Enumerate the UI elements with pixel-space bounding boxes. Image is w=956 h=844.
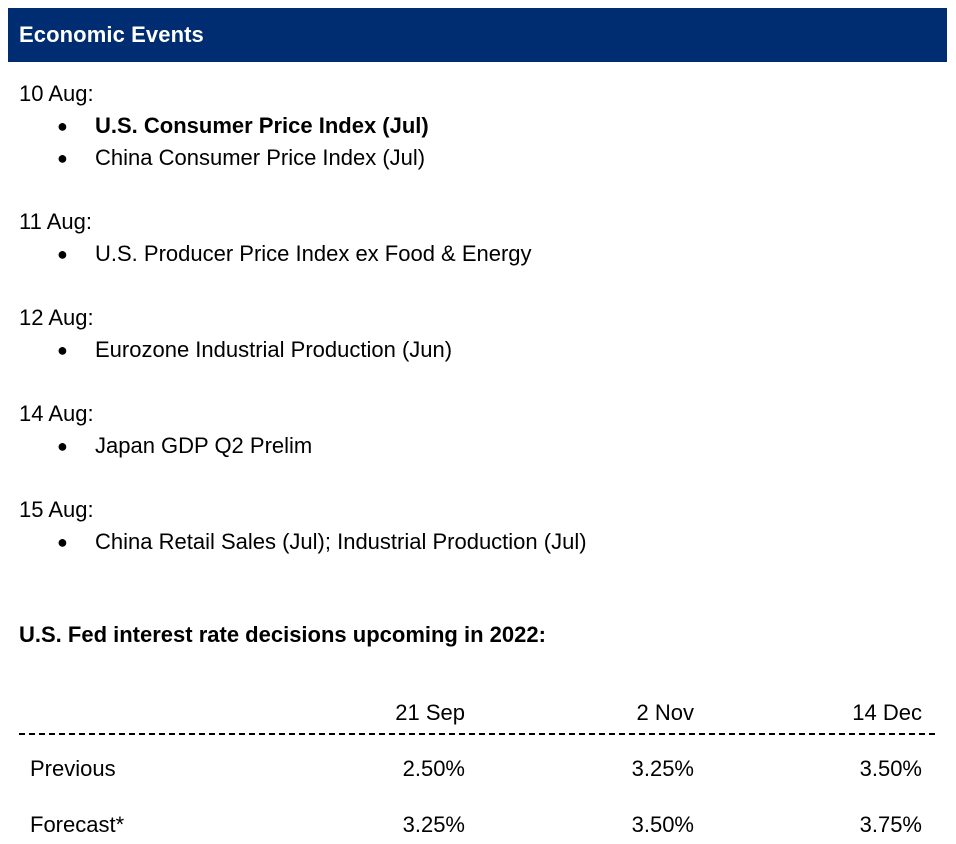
event-date: 12 Aug: <box>19 305 94 330</box>
event-date: 11 Aug: <box>19 209 92 234</box>
bullet-icon: ● <box>57 436 68 456</box>
column-header: 21 Sep <box>395 700 465 725</box>
header-bar: Economic Events <box>8 8 947 62</box>
event-item-text: U.S. Consumer Price Index (Jul) <box>95 113 429 138</box>
event-item-text: China Retail Sales (Jul); Industrial Pro… <box>95 529 587 554</box>
bullet-icon: ● <box>57 244 68 264</box>
table-cell: 3.25% <box>402 812 465 837</box>
event-date: 15 Aug: <box>19 497 94 522</box>
row-label: Previous <box>30 756 116 781</box>
event-group: 15 Aug: ● China Retail Sales (Jul); Indu… <box>19 494 919 558</box>
event-group: 14 Aug: ● Japan GDP Q2 Prelim <box>19 398 919 462</box>
event-date: 10 Aug: <box>19 81 94 106</box>
fed-rate-table: 21 Sep 2 Nov 14 Dec Previous 2.50% 3.25%… <box>19 695 935 843</box>
bullet-icon: ● <box>57 532 68 552</box>
event-group: 10 Aug: ● U.S. Consumer Price Index (Jul… <box>19 78 919 174</box>
event-item-text: China Consumer Price Index (Jul) <box>95 145 426 170</box>
events-list: 10 Aug: ● U.S. Consumer Price Index (Jul… <box>19 78 919 590</box>
page-title: Economic Events <box>19 22 204 47</box>
bullet-icon: ● <box>57 340 68 360</box>
row-label: Forecast* <box>30 812 125 837</box>
table-cell: 2.50% <box>402 756 465 781</box>
event-item: ● U.S. Producer Price Index ex Food & En… <box>19 238 919 270</box>
event-item: ● Eurozone Industrial Production (Jun) <box>19 334 919 366</box>
event-items: ● U.S. Consumer Price Index (Jul) ● Chin… <box>19 110 919 174</box>
event-date: 14 Aug: <box>19 401 94 426</box>
column-header: 2 Nov <box>636 700 694 725</box>
event-items: ● China Retail Sales (Jul); Industrial P… <box>19 526 919 558</box>
table-cell: 3.25% <box>631 756 694 781</box>
event-items: ● Japan GDP Q2 Prelim <box>19 430 919 462</box>
event-item: ● U.S. Consumer Price Index (Jul) <box>19 110 919 142</box>
column-header: 14 Dec <box>852 700 922 725</box>
event-item-text: U.S. Producer Price Index ex Food & Ener… <box>95 241 532 266</box>
table-cell: 3.50% <box>859 756 922 781</box>
event-item-text: Eurozone Industrial Production (Jun) <box>95 337 453 362</box>
event-item-text: Japan GDP Q2 Prelim <box>95 433 313 458</box>
table-cell: 3.50% <box>631 812 694 837</box>
table-row: Previous 2.50% 3.25% 3.50% <box>19 751 935 787</box>
event-group: 12 Aug: ● Eurozone Industrial Production… <box>19 302 919 366</box>
event-items: ● U.S. Producer Price Index ex Food & En… <box>19 238 919 270</box>
bullet-icon: ● <box>57 148 68 168</box>
table-header-row: 21 Sep 2 Nov 14 Dec <box>19 695 935 735</box>
table-row: Forecast* 3.25% 3.50% 3.75% <box>19 807 935 843</box>
event-item: ● China Consumer Price Index (Jul) <box>19 142 919 174</box>
fed-section-title: U.S. Fed interest rate decisions upcomin… <box>19 622 546 647</box>
event-items: ● Eurozone Industrial Production (Jun) <box>19 334 919 366</box>
event-item: ● China Retail Sales (Jul); Industrial P… <box>19 526 919 558</box>
bullet-icon: ● <box>57 116 68 136</box>
table-cell: 3.75% <box>859 812 922 837</box>
event-item: ● Japan GDP Q2 Prelim <box>19 430 919 462</box>
event-group: 11 Aug: ● U.S. Producer Price Index ex F… <box>19 206 919 270</box>
